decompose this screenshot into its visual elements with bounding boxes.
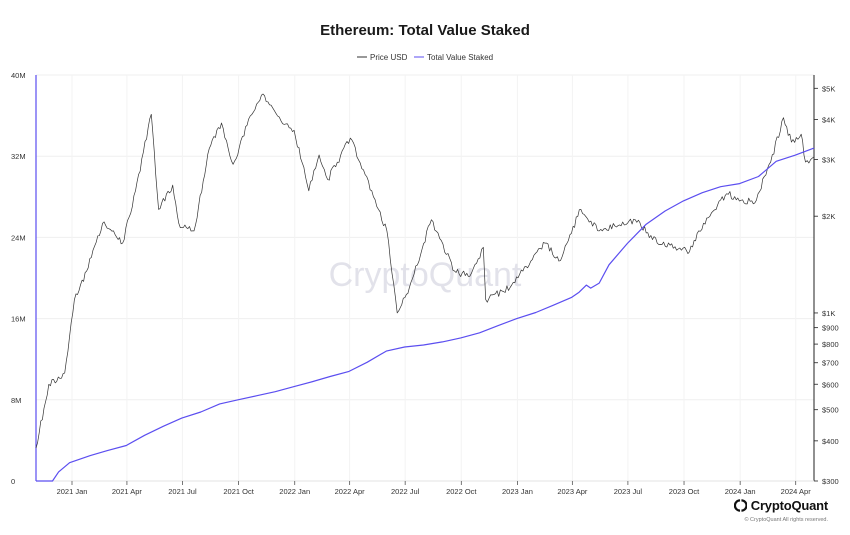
right-tick-label: $3K <box>822 156 835 165</box>
watermark: CryptoQuant <box>329 256 522 294</box>
legend: Price USD Total Value Staked <box>357 53 493 62</box>
x-tick-label: 2023 Oct <box>669 487 700 496</box>
right-tick-label: $2K <box>822 212 835 221</box>
x-tick-label: 2021 Jan <box>57 487 88 496</box>
x-tick-label: 2023 Apr <box>557 487 588 496</box>
right-tick-label: $500 <box>822 406 839 415</box>
x-tick-label: 2021 Jul <box>168 487 197 496</box>
x-tick-label: 2023 Jan <box>502 487 533 496</box>
right-tick-label: $900 <box>822 324 839 333</box>
x-tick-label: 2023 Jul <box>614 487 643 496</box>
left-tick-label: 16M <box>11 315 26 324</box>
right-tick-label: $400 <box>822 437 839 446</box>
left-tick-label: 8M <box>11 396 21 405</box>
x-tick-label: 2022 Jul <box>391 487 420 496</box>
right-tick-label: $700 <box>822 359 839 368</box>
left-tick-label: 40M <box>11 71 26 80</box>
left-tick-label: 24M <box>11 233 26 242</box>
right-tick-label: $600 <box>822 380 839 389</box>
x-tick-label: 2022 Jan <box>279 487 310 496</box>
right-tick-label: $800 <box>822 340 839 349</box>
brand-logo: CryptoQuant <box>733 498 828 513</box>
x-tick-label: 2022 Oct <box>446 487 477 496</box>
brand-name: CryptoQuant <box>750 498 828 513</box>
x-tick-label: 2021 Apr <box>112 487 143 496</box>
series-line-price-usd <box>35 93 815 449</box>
right-tick-label: $300 <box>822 477 839 486</box>
left-tick-label: 32M <box>11 152 26 161</box>
cryptoquant-logo-icon <box>733 499 747 512</box>
rights-text: © CryptoQuant All rights reserved. <box>744 517 828 523</box>
chart-title: Ethereum: Total Value Staked <box>320 22 530 39</box>
x-tick-label: 2021 Oct <box>223 487 254 496</box>
right-tick-label: $1K <box>822 309 835 318</box>
axis-ticks: 0 8M 16M 24M 32M 40M $300 $400 $500 $600 $700 $800 $… <box>11 71 839 496</box>
left-tick-label: 0 <box>11 477 15 486</box>
series-line-total-value-staked <box>36 147 815 482</box>
x-tick-label: 2024 Apr <box>781 487 812 496</box>
series-group <box>35 93 815 482</box>
right-tick-label: $5K <box>822 84 835 93</box>
x-tick-label: 2022 Apr <box>335 487 366 496</box>
grid-lines <box>36 74 814 481</box>
right-tick-label: $4K <box>822 115 835 124</box>
legend-label-staked: Total Value Staked <box>427 53 493 62</box>
x-tick-label: 2024 Jan <box>725 487 756 496</box>
legend-label-price: Price USD <box>370 53 408 62</box>
